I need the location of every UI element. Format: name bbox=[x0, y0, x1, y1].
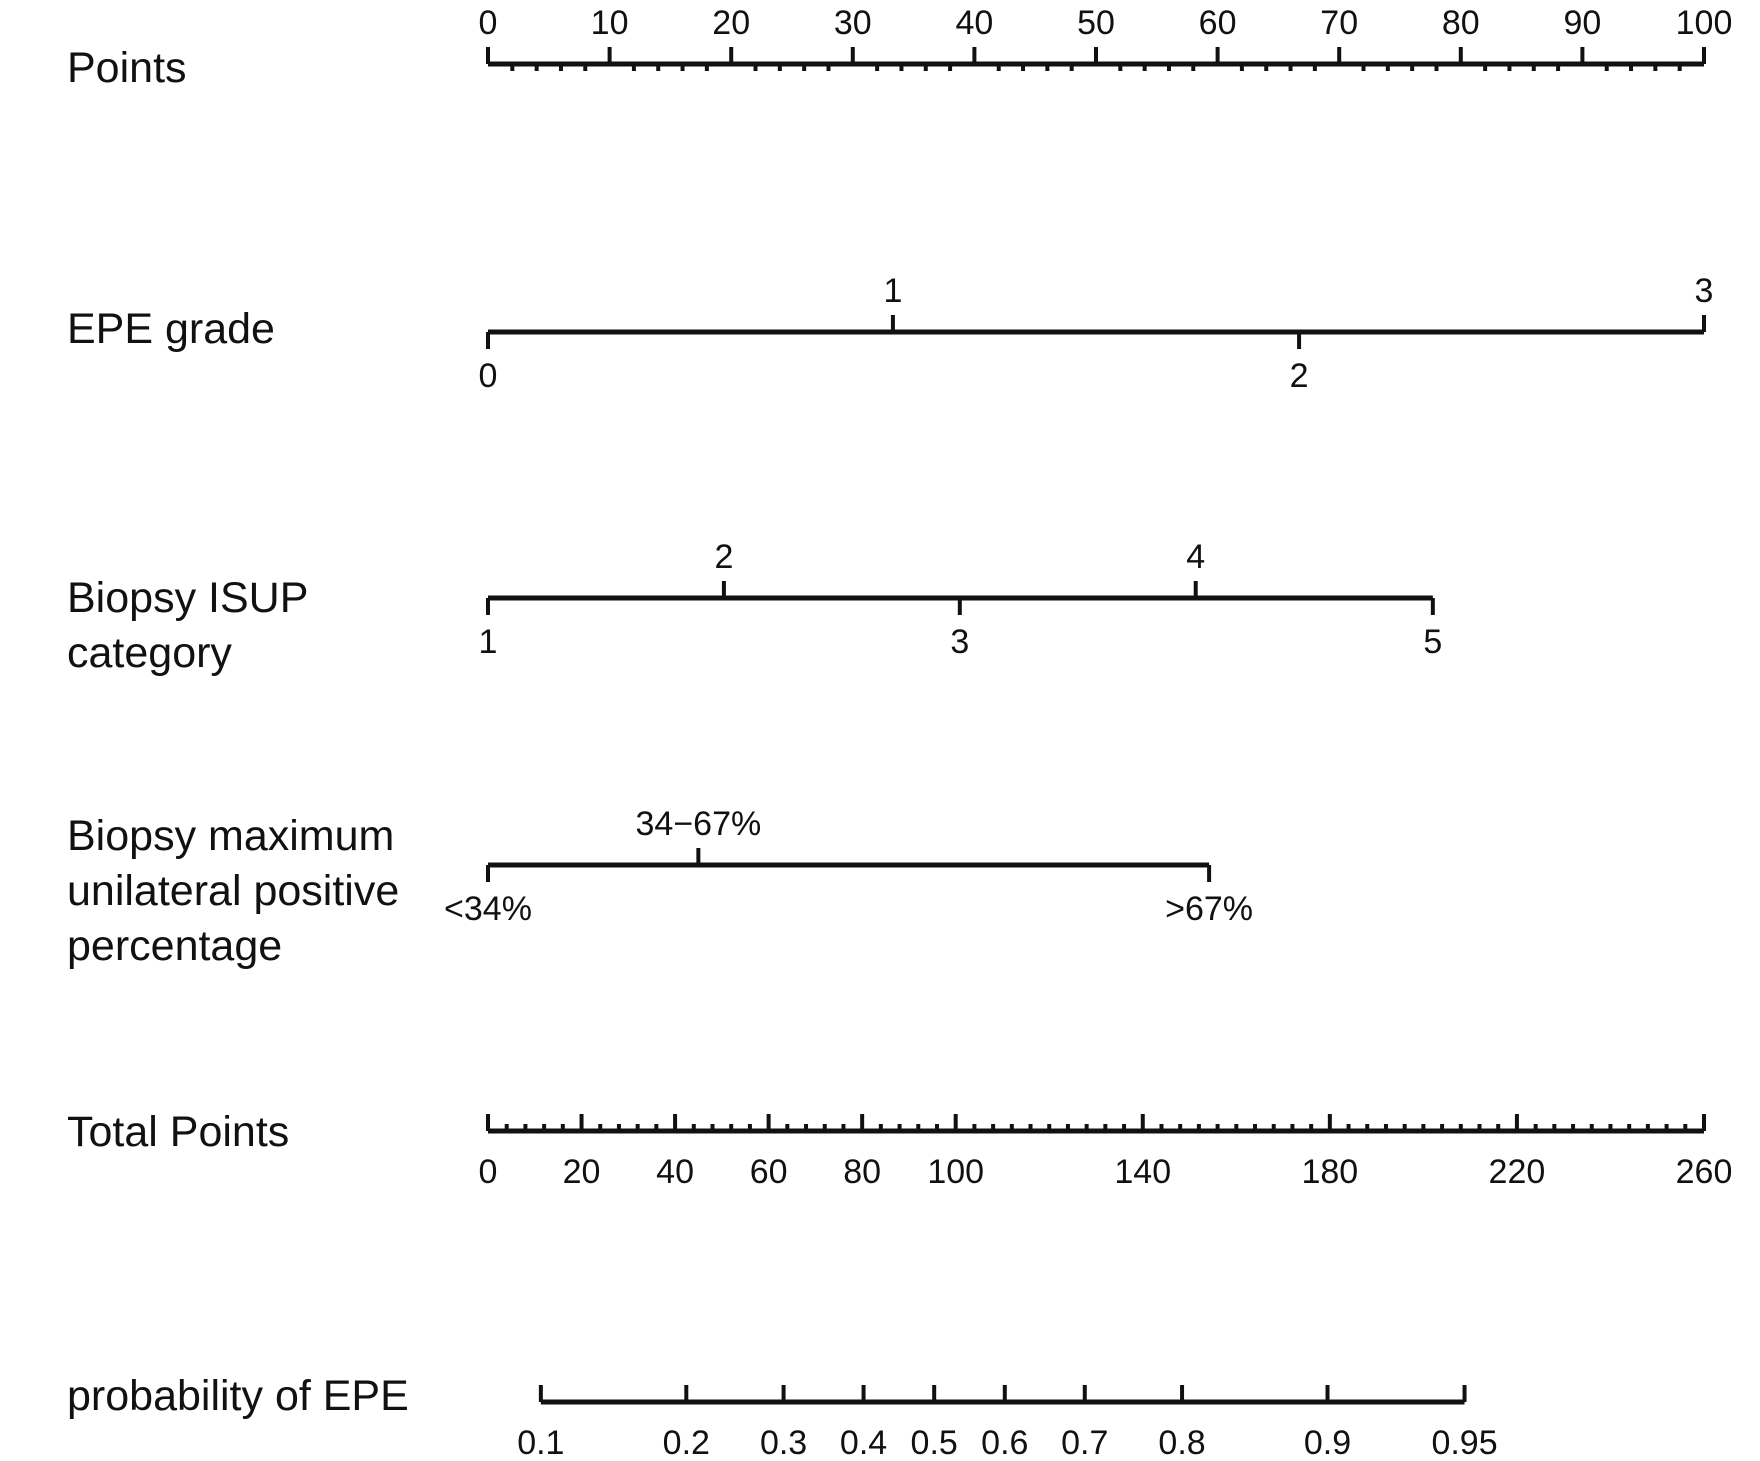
total-points-tick-label: 0 bbox=[479, 1153, 498, 1191]
probability-of-epe-tick-label: 0.2 bbox=[663, 1424, 710, 1461]
total-points-tick-label: 100 bbox=[927, 1153, 984, 1191]
points-tick-label: 40 bbox=[955, 4, 993, 42]
probability-of-epe-tick-label: 0.95 bbox=[1431, 1424, 1497, 1461]
epe-grade-tick-label: 2 bbox=[1290, 357, 1309, 395]
total-points-tick-label: 140 bbox=[1114, 1153, 1171, 1191]
points-tick-label: 90 bbox=[1563, 4, 1601, 42]
total-points-label-line: Total Points bbox=[67, 1108, 289, 1156]
biopsy-isup-category-tick-label: 2 bbox=[714, 538, 733, 576]
probability-of-epe-tick-label: 0.3 bbox=[760, 1424, 807, 1461]
probability-of-epe-tick-label: 0.6 bbox=[981, 1424, 1028, 1461]
points-tick-label: 50 bbox=[1077, 4, 1115, 42]
points-tick-label: 10 bbox=[591, 4, 629, 42]
points-tick-label: 100 bbox=[1676, 4, 1733, 42]
biopsy-maximum-unilateral-positive-percentage-tick-label: >67% bbox=[1165, 890, 1253, 928]
points-tick-label: 70 bbox=[1320, 4, 1358, 42]
probability-of-epe-tick-label: 0.4 bbox=[840, 1424, 887, 1461]
probability-of-epe-tick-label: 0.9 bbox=[1304, 1424, 1351, 1461]
biopsy-maximum-unilateral-positive-percentage-label-line: Biopsy maximum bbox=[67, 812, 394, 860]
epe-grade-label-line: EPE grade bbox=[67, 305, 275, 353]
biopsy-isup-category-tick-label: 4 bbox=[1186, 538, 1205, 576]
points-tick-label: 0 bbox=[479, 4, 498, 42]
total-points-tick-label: 220 bbox=[1489, 1153, 1546, 1191]
biopsy-isup-category-tick-label: 1 bbox=[479, 623, 498, 661]
biopsy-maximum-unilateral-positive-percentage-tick-label: 34−67% bbox=[636, 805, 762, 843]
biopsy-isup-category-label-line: Biopsy ISUP bbox=[67, 574, 308, 622]
points-label-line: Points bbox=[67, 44, 187, 92]
biopsy-isup-category-tick-label: 3 bbox=[950, 623, 969, 661]
probability-of-epe-tick-label: 0.7 bbox=[1061, 1424, 1108, 1461]
total-points-tick-label: 60 bbox=[750, 1153, 788, 1191]
probability-of-epe-tick-label: 0.1 bbox=[517, 1424, 564, 1461]
points-tick-label: 30 bbox=[834, 4, 872, 42]
epe-grade-tick-label: 1 bbox=[883, 272, 902, 310]
probability-of-epe-tick-label: 0.5 bbox=[911, 1424, 958, 1461]
probability-of-epe-label-line: probability of EPE bbox=[67, 1372, 409, 1420]
points-tick-label: 20 bbox=[712, 4, 750, 42]
epe-grade-tick-label: 0 bbox=[479, 357, 498, 395]
points-tick-label: 60 bbox=[1199, 4, 1237, 42]
biopsy-isup-category-tick-label: 5 bbox=[1423, 623, 1442, 661]
total-points-tick-label: 180 bbox=[1301, 1153, 1358, 1191]
points-tick-label: 80 bbox=[1442, 4, 1480, 42]
probability-of-epe-tick-label: 0.8 bbox=[1158, 1424, 1205, 1461]
total-points-tick-label: 80 bbox=[843, 1153, 881, 1191]
total-points-tick-label: 260 bbox=[1676, 1153, 1733, 1191]
biopsy-maximum-unilateral-positive-percentage-label-line: percentage bbox=[67, 922, 282, 970]
biopsy-isup-category-label-line: category bbox=[67, 629, 232, 677]
epe-grade-tick-label: 3 bbox=[1695, 272, 1714, 310]
biopsy-maximum-unilateral-positive-percentage-tick-label: <34% bbox=[444, 890, 532, 928]
total-points-tick-label: 40 bbox=[656, 1153, 694, 1191]
total-points-tick-label: 20 bbox=[563, 1153, 601, 1191]
biopsy-maximum-unilateral-positive-percentage-label-line: unilateral positive bbox=[67, 867, 399, 915]
